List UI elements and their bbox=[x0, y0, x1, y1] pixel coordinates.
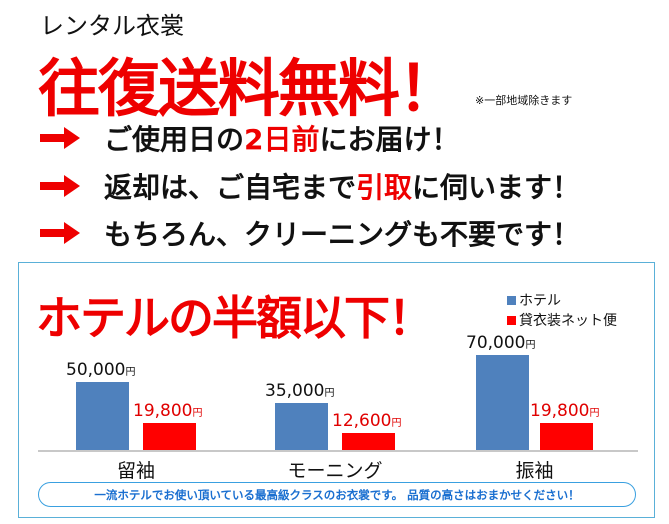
bar bbox=[76, 382, 129, 450]
footer-banner: 一流ホテルでお使い頂いている最高級クラスのお衣裳です。 品質の高さはおまかせくだ… bbox=[38, 482, 636, 507]
bar bbox=[476, 355, 529, 450]
data-label: 70,000円 bbox=[466, 333, 535, 353]
line-text: ご使用日の bbox=[104, 123, 245, 156]
legend-item-hotel: ホテル bbox=[507, 290, 561, 310]
unit-text: 円 bbox=[589, 408, 600, 420]
arrow-right-icon bbox=[40, 222, 80, 244]
value-text: 12,600 bbox=[332, 410, 392, 431]
data-label: 19,800円 bbox=[133, 401, 202, 421]
bar bbox=[143, 423, 196, 450]
value-text: 19,800 bbox=[133, 401, 193, 422]
legend-swatch bbox=[507, 315, 516, 325]
bar bbox=[342, 432, 395, 450]
value-text: 19,800 bbox=[530, 401, 590, 422]
data-label: 35,000円 bbox=[265, 381, 334, 401]
line-text: に伺います！ bbox=[412, 171, 581, 204]
category-label: 振袖 bbox=[515, 460, 554, 482]
category-label: モーニング bbox=[287, 460, 383, 482]
highlight-text: 引取 bbox=[356, 171, 413, 204]
legend-label: 貸衣装ネット便 bbox=[519, 313, 617, 329]
chart-panel bbox=[18, 262, 655, 518]
line-text: にお届け！ bbox=[319, 123, 460, 156]
unit-text: 円 bbox=[192, 408, 203, 420]
arrow-right-icon bbox=[40, 127, 80, 149]
highlight-text: 2日前 bbox=[244, 123, 320, 156]
category-label: 留袖 bbox=[116, 460, 156, 482]
line-text: もちろん、クリーニングも不要です！ bbox=[104, 218, 581, 251]
unit-text: 円 bbox=[324, 387, 335, 399]
value-text: 70,000 bbox=[466, 333, 526, 353]
data-label: 19,800円 bbox=[530, 401, 599, 421]
note: ※一部地域除きます bbox=[475, 94, 573, 107]
legend-item-rental: 貸衣装ネット便 bbox=[507, 310, 617, 330]
subtitle: レンタル衣裳 bbox=[40, 12, 184, 40]
bar bbox=[540, 423, 593, 450]
x-axis-line bbox=[38, 450, 638, 452]
value-text: 50,000 bbox=[66, 360, 126, 381]
value-text: 35,000 bbox=[265, 380, 325, 401]
data-label: 12,600円 bbox=[332, 411, 401, 431]
unit-text: 円 bbox=[525, 340, 536, 351]
bar bbox=[275, 402, 328, 450]
unit-text: 円 bbox=[125, 367, 136, 379]
chart-headline: ホテルの半額以下！ bbox=[36, 291, 434, 345]
line-text: 返却は、ご自宅まで bbox=[104, 171, 357, 204]
feature-line: 返却は、ご自宅まで 引取 に伺います！ bbox=[40, 166, 580, 206]
feature-line: もちろん、クリーニングも不要です！ bbox=[40, 213, 580, 253]
unit-text: 円 bbox=[391, 417, 402, 429]
data-label: 50,000円 bbox=[66, 360, 135, 380]
legend-swatch bbox=[507, 295, 516, 305]
headline: 往復送料無料！ bbox=[38, 52, 460, 125]
legend-label: ホテル bbox=[519, 293, 561, 309]
arrow-right-icon bbox=[40, 175, 80, 197]
feature-line: ご使用日の 2日前 にお届け！ bbox=[40, 118, 460, 158]
